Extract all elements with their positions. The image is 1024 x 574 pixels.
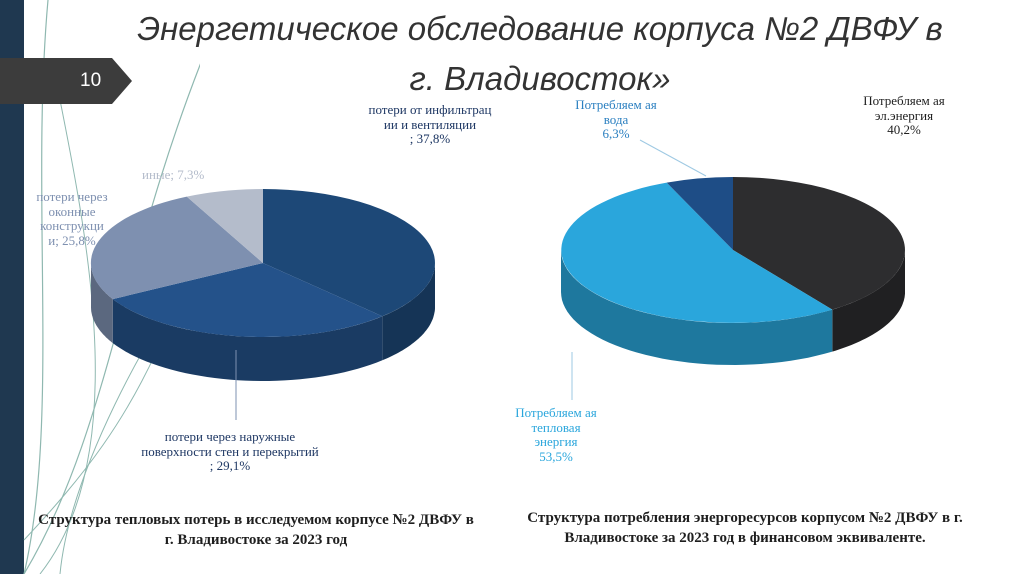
pie2-slice-0 [733, 177, 905, 310]
pie1-value-walls: ; 29,1% [209, 458, 251, 473]
energy-resources-pie [561, 176, 905, 365]
pie2-label-water-text: Потребляем ая вода [575, 97, 657, 127]
heat-losses-pie [90, 188, 435, 381]
pie1-slice-2 [90, 196, 263, 300]
pie1-caption: Структура тепловых потерь в исследуемом … [38, 512, 474, 548]
slide-number: 10 [80, 70, 102, 91]
pie1-slice-side-2 [91, 263, 113, 344]
pie2-slice-1 [561, 182, 833, 323]
pie1-label-infiltration-text: потери от инфильтрац ии и вентиляции [368, 102, 492, 132]
pie1-slice-3 [186, 188, 263, 263]
leader-pie2-water [639, 139, 707, 177]
pie2-value-electricity: 40,2% [887, 122, 921, 137]
pie1-value-infiltration: ; 37,8% [409, 131, 451, 146]
pie2-slice-side-0 [832, 250, 905, 352]
slide-title: Энергетическое обследование корпуса №2 Д… [137, 10, 943, 97]
slide-number-badge [0, 58, 132, 104]
leader-lines [235, 139, 707, 420]
pie2-slice-side-1 [561, 250, 833, 365]
pie1-value-windows: и; 25,8% [48, 232, 96, 248]
pie1-label-other-text: иные [142, 167, 171, 182]
pie1-label-windows: потери через оконные конструкци и; 25,8% [34, 189, 110, 248]
pie1-label-other: иные; 7,3% [142, 167, 232, 183]
pie2-value-heat: 53,5% [539, 448, 573, 464]
pie1-slice-side-1 [112, 299, 383, 381]
pie2-slice-2 [666, 176, 733, 250]
pie1-label-windows-text: потери через оконные конструкци [36, 189, 108, 233]
pie1-slice-0 [263, 189, 435, 317]
pie2-label-heat-text: Потребляем ая тепловая энергия [515, 405, 597, 449]
pie1-slice-side-0 [382, 263, 435, 361]
pie2-label-electricity-text: Потребляем ая эл.энергия [863, 93, 945, 123]
pie2-label-water: Потребляем ая вода 6,3% [570, 97, 662, 142]
pie1-slice-1 [112, 263, 383, 338]
pie2-value-water: 6,3% [602, 126, 630, 141]
pie2-label-heat: Потребляем ая тепловая энергия 53,5% [509, 405, 603, 464]
pie2-label-electricity: Потребляем ая эл.энергия 40,2% [856, 93, 952, 138]
pie1-label-walls-text: потери через наружные поверхности стен и… [141, 429, 319, 459]
pie1-value-other: ; 7,3% [170, 167, 205, 182]
pie1-label-walls: потери через наружные поверхности стен и… [130, 429, 330, 474]
pie1-label-infiltration: потери от инфильтрац ии и вентиляции ; 3… [362, 102, 498, 147]
pie2-caption: Структура потребления энергоресурсов кор… [527, 510, 963, 546]
